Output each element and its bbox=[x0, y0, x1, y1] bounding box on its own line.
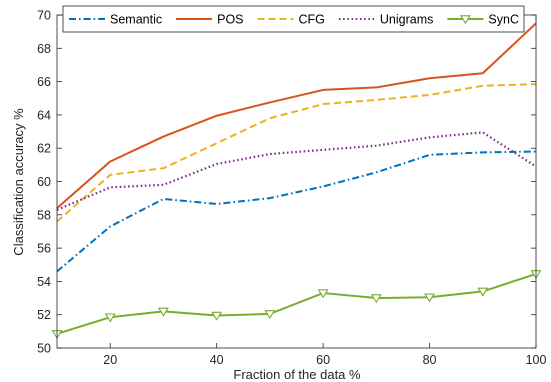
x-tick-label: 40 bbox=[210, 353, 224, 367]
y-tick-label: 68 bbox=[37, 42, 51, 56]
legend-marker bbox=[459, 15, 471, 25]
series-semantic bbox=[56, 150, 537, 273]
y-tick-label: 56 bbox=[37, 242, 51, 256]
legend-item-sync: SynC bbox=[447, 13, 519, 27]
y-tick-label: 52 bbox=[37, 308, 51, 322]
series-unigrams bbox=[56, 131, 537, 211]
x-tick-label: 100 bbox=[526, 353, 547, 367]
x-tick-label: 60 bbox=[316, 353, 330, 367]
y-tick-label: 66 bbox=[37, 75, 51, 89]
legend-item-unigrams: Unigrams bbox=[338, 13, 434, 27]
y-tick-label: 62 bbox=[37, 142, 51, 156]
legend-label: Unigrams bbox=[380, 13, 434, 27]
data-point bbox=[424, 293, 436, 303]
legend-label: SynC bbox=[488, 13, 519, 27]
y-tick-label: 50 bbox=[37, 342, 51, 356]
series-line-cfg bbox=[56, 83, 537, 223]
series-line-sync bbox=[56, 272, 537, 335]
legend-label: POS bbox=[217, 13, 243, 27]
data-point bbox=[370, 294, 382, 304]
legend-box bbox=[62, 5, 525, 33]
plot-area bbox=[57, 15, 536, 348]
y-tick-label: 58 bbox=[37, 208, 51, 222]
x-axis-title: Fraction of the data % bbox=[233, 367, 361, 382]
data-point bbox=[157, 307, 169, 317]
legend-label: CFG bbox=[299, 13, 325, 27]
x-tick-label: 80 bbox=[423, 353, 437, 367]
legend-item-semantic: Semantic bbox=[69, 13, 162, 27]
y-tick-label: 60 bbox=[37, 175, 51, 189]
legend: Semantic POS CFG Unigrams SynC bbox=[62, 5, 525, 33]
legend-label: Semantic bbox=[110, 13, 162, 27]
data-point bbox=[477, 287, 489, 297]
series-line-unigrams bbox=[56, 131, 537, 211]
legend-item-cfg: CFG bbox=[257, 13, 325, 27]
x-tick-label: 20 bbox=[103, 353, 117, 367]
series-pos bbox=[56, 22, 537, 209]
data-point bbox=[264, 310, 276, 320]
series-line-pos bbox=[56, 22, 537, 209]
legend-item-pos: POS bbox=[176, 13, 244, 27]
y-axis-title: Classification accuracy % bbox=[11, 108, 26, 256]
series-line-semantic bbox=[56, 150, 537, 273]
y-tick-label: 64 bbox=[37, 108, 51, 122]
series-cfg bbox=[56, 83, 537, 223]
data-point bbox=[211, 311, 223, 321]
ticks-layer: 20 40 60 80 100 50 52 54 56 58 60 62 64 66 68 70 bbox=[37, 9, 546, 368]
data-point bbox=[317, 289, 329, 299]
y-tick-label: 54 bbox=[37, 275, 51, 289]
data-point bbox=[104, 313, 116, 323]
y-tick-label: 70 bbox=[37, 9, 51, 23]
series-layer bbox=[51, 22, 542, 340]
